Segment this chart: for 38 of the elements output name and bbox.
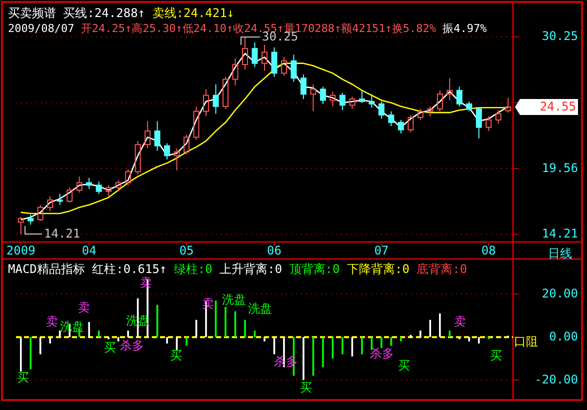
x-tick-label: 08 bbox=[481, 243, 496, 258]
annotation: 洗盘 bbox=[222, 292, 246, 306]
y-tick-label: 19.56 bbox=[542, 160, 578, 175]
x-tick-label: 2009 bbox=[6, 243, 36, 258]
candlestick bbox=[446, 78, 453, 101]
text: 口阻 bbox=[514, 334, 538, 348]
candlestick bbox=[86, 177, 92, 190]
annotation: 14.21 bbox=[44, 226, 80, 240]
candlestick bbox=[212, 84, 219, 114]
x-tick-label: 06 bbox=[267, 243, 282, 258]
x-tick-label: 04 bbox=[82, 243, 96, 258]
annotation: 杀多 bbox=[120, 338, 144, 352]
candlestick bbox=[290, 54, 297, 82]
y-tick-label: -20.00 bbox=[534, 372, 578, 386]
annotation: 买 bbox=[490, 348, 502, 362]
y-tick-label: 0.00 bbox=[549, 329, 578, 344]
candlestick bbox=[203, 88, 210, 117]
text: 日线 bbox=[548, 246, 572, 260]
annotation: 买 bbox=[104, 340, 116, 354]
chart-title: 买卖频谱 买线:24.288↑ 卖线:24.421↓ bbox=[8, 6, 234, 20]
annotation: 买 bbox=[300, 380, 312, 394]
chart-title: MACD精品指标 红柱:0.615↑ 绿柱:0 上升背离:0 顶背离:0 下降背离:0 底背离:0 bbox=[8, 262, 468, 276]
annotation: 洗盘 bbox=[248, 301, 272, 316]
x-tick-label: 07 bbox=[374, 243, 389, 258]
annotation: 买 bbox=[170, 348, 182, 362]
annotation: 买 bbox=[17, 370, 29, 384]
annotation: 卖 bbox=[78, 300, 90, 314]
y-tick-label: 20.00 bbox=[542, 286, 578, 300]
text: 24.55 bbox=[540, 99, 576, 114]
x-tick-label: 05 bbox=[179, 243, 194, 258]
candlestick bbox=[242, 36, 248, 70]
annotation: 卖 bbox=[454, 314, 466, 328]
annotation: 买 bbox=[398, 358, 410, 372]
candlestick bbox=[144, 120, 151, 149]
y-tick-label: 30.25 bbox=[542, 29, 578, 44]
annotation: 杀多 bbox=[370, 346, 394, 360]
y-tick-label: 14.21 bbox=[542, 226, 578, 241]
annotation: 卖 bbox=[46, 314, 58, 328]
